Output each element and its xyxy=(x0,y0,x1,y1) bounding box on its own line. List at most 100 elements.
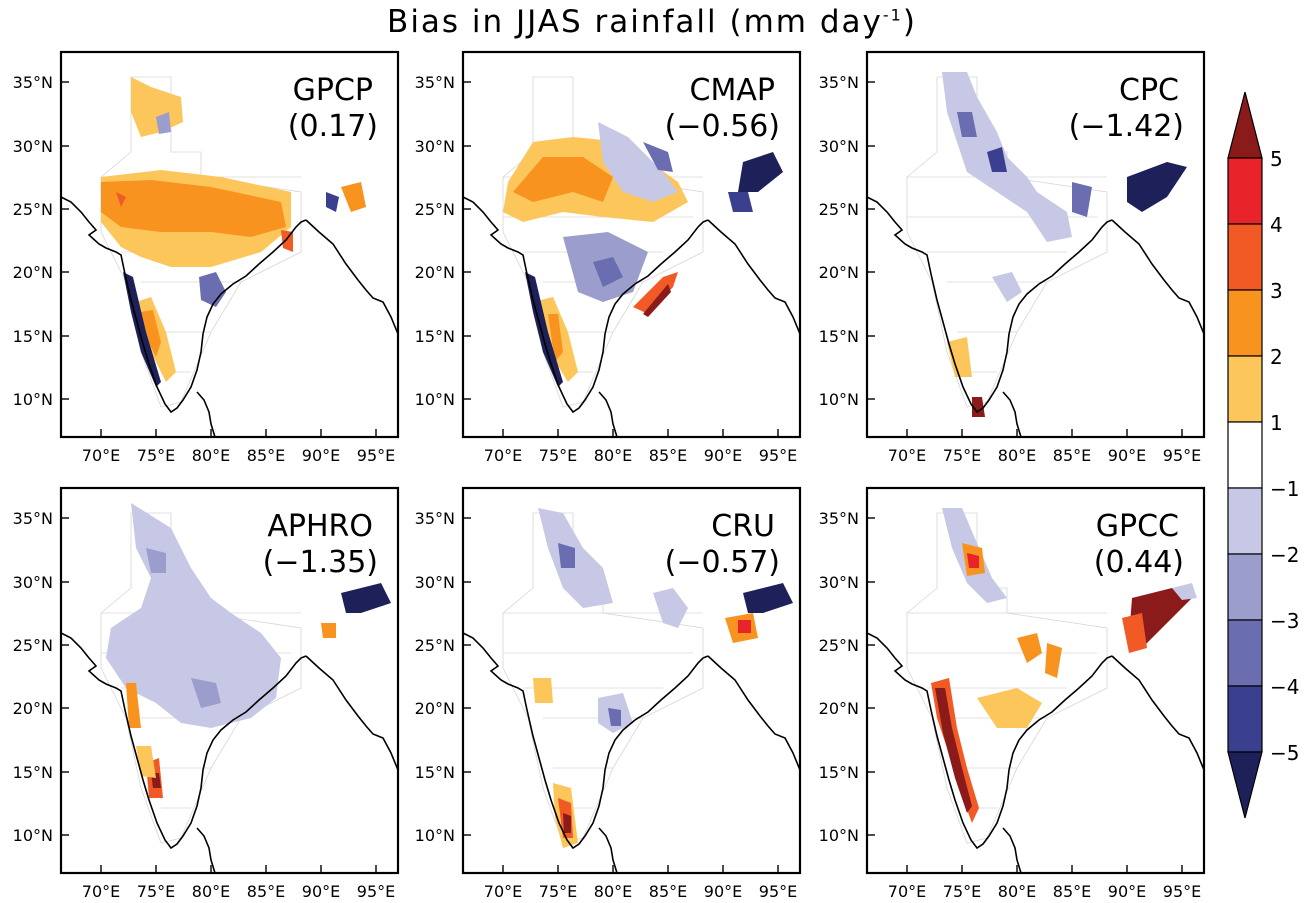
lat-tick-label: 30°N xyxy=(415,573,455,592)
colorbar-label: −1 xyxy=(1270,477,1299,501)
bias-contour xyxy=(972,397,985,417)
panel-background xyxy=(867,52,1204,437)
bias-contour xyxy=(146,548,166,573)
lat-tick-label: 30°N xyxy=(415,137,455,156)
colorbar-label: 5 xyxy=(1270,147,1283,171)
lat-tick-label: 30°N xyxy=(13,573,53,592)
lon-tick-label: 90°E xyxy=(302,446,340,465)
bias-field xyxy=(931,508,1197,823)
map-panel-aphro: 35°N 30°N 25°N 20°N 15°N 10°N 70°E 75°E 80°E 85°E… xyxy=(13,486,400,901)
lon-tick-label: 95°E xyxy=(1163,882,1201,901)
lat-tick-label: 10°N xyxy=(13,390,53,409)
lon-tick-label: 95°E xyxy=(357,446,395,465)
bias-contour xyxy=(321,623,336,638)
lon-tick-label: 85°E xyxy=(247,882,285,901)
bias-contour xyxy=(558,543,575,568)
lat-tick-label: 10°N xyxy=(13,826,53,845)
panel-name: CPC xyxy=(1119,73,1179,108)
panel-frame xyxy=(461,486,802,875)
bias-field xyxy=(503,122,783,387)
bias-contour xyxy=(957,112,977,137)
lat-tick-label: 35°N xyxy=(13,509,53,528)
colorbar-segment xyxy=(1227,223,1263,291)
bias-contour xyxy=(967,553,979,568)
bias-contour xyxy=(977,688,1042,728)
lat-tick-label: 35°N xyxy=(415,73,455,92)
panel-mean-bias: (−1.35) xyxy=(263,545,378,580)
bias-contour xyxy=(199,272,226,307)
panel-mean-bias: (0.17) xyxy=(288,109,378,144)
map-panel-cpc: 35°N 30°N 25°N 20°N 15°N 10°N 70°E 75°E 80°E 85°E… xyxy=(819,50,1206,465)
lon-tick-label: 85°E xyxy=(1053,446,1091,465)
bias-contour xyxy=(538,508,613,608)
figure-title: Bias in JJAS rainfall (mm day-1) xyxy=(387,4,917,40)
lon-tick-label: 80°E xyxy=(192,882,230,901)
lat-tick-label: 25°N xyxy=(819,200,859,219)
lat-tick-label: 15°N xyxy=(13,327,53,346)
bias-contour xyxy=(156,112,171,134)
lon-tick-label: 90°E xyxy=(1108,882,1146,901)
colorbar-segment xyxy=(1227,289,1263,357)
lon-tick-label: 85°E xyxy=(1053,882,1091,901)
lon-tick-label: 75°E xyxy=(539,882,577,901)
colorbar-label: −3 xyxy=(1270,609,1299,633)
colorbar-label: 3 xyxy=(1270,279,1283,303)
colorbar-segment xyxy=(1227,619,1263,687)
lat-tick-label: 35°N xyxy=(13,73,53,92)
lat-tick-label: 10°N xyxy=(819,826,859,845)
bias-contour xyxy=(533,678,553,703)
map-panel-gpcc: 35°N 30°N 25°N 20°N 15°N 10°N 70°E 75°E 80°E 85°E… xyxy=(819,486,1206,901)
colorbar-segment xyxy=(1227,553,1263,621)
bias-contour xyxy=(598,122,678,202)
lat-tick-label: 20°N xyxy=(415,263,455,282)
bias-contour xyxy=(191,678,221,708)
bias-contour xyxy=(942,72,1072,242)
panel-frame xyxy=(59,486,400,875)
bias-contour xyxy=(1045,643,1062,678)
lon-tick-label: 75°E xyxy=(539,446,577,465)
lon-tick-label: 70°E xyxy=(484,882,522,901)
lat-tick-label: 20°N xyxy=(415,699,455,718)
bias-contour xyxy=(992,272,1022,302)
panel-mean-bias: (0.44) xyxy=(1094,545,1184,580)
lat-tick-label: 20°N xyxy=(819,263,859,282)
bias-contour xyxy=(326,192,339,212)
lon-tick-label: 95°E xyxy=(759,882,797,901)
bias-contour xyxy=(1122,613,1147,653)
panel-mean-bias: (−0.56) xyxy=(665,109,780,144)
lon-tick-label: 70°E xyxy=(888,882,926,901)
bias-contour xyxy=(935,688,972,813)
colorbar-label: 2 xyxy=(1270,345,1283,369)
bias-contour xyxy=(525,272,563,387)
panel-frame xyxy=(59,50,400,439)
bias-field xyxy=(942,72,1187,417)
bias-contour xyxy=(548,314,563,362)
lon-tick-label: 80°E xyxy=(998,446,1036,465)
lon-tick-label: 80°E xyxy=(192,446,230,465)
panel-mean-bias: (−0.57) xyxy=(665,545,780,580)
bias-contour xyxy=(341,182,366,212)
lon-tick-label: 70°E xyxy=(82,882,120,901)
panel-name: CMAP xyxy=(690,73,775,108)
colorbar: 5 4 3 2 1 −1 −2 −3 −4 −5 xyxy=(1227,91,1299,819)
lon-tick-label: 80°E xyxy=(998,882,1036,901)
bias-contour xyxy=(643,142,673,172)
bias-contour xyxy=(513,157,613,202)
panel-frame xyxy=(865,486,1206,875)
lon-tick-label: 90°E xyxy=(1108,446,1146,465)
lat-tick-label: 20°N xyxy=(13,263,53,282)
panel-frame xyxy=(865,50,1206,439)
lat-tick-label: 25°N xyxy=(415,636,455,655)
bias-contour xyxy=(738,152,783,192)
lat-tick-label: 35°N xyxy=(819,73,859,92)
panel-frame xyxy=(461,50,802,439)
lon-tick-label: 90°E xyxy=(704,882,742,901)
colorbar-label: −2 xyxy=(1270,543,1299,567)
lat-tick-label: 15°N xyxy=(819,327,859,346)
bias-contour xyxy=(141,310,161,357)
lon-tick-label: 70°E xyxy=(484,446,522,465)
colorbar-segment xyxy=(1227,157,1263,225)
colorbar-segment xyxy=(1227,421,1263,489)
bias-contour xyxy=(116,192,126,207)
lat-tick-label: 30°N xyxy=(13,137,53,156)
